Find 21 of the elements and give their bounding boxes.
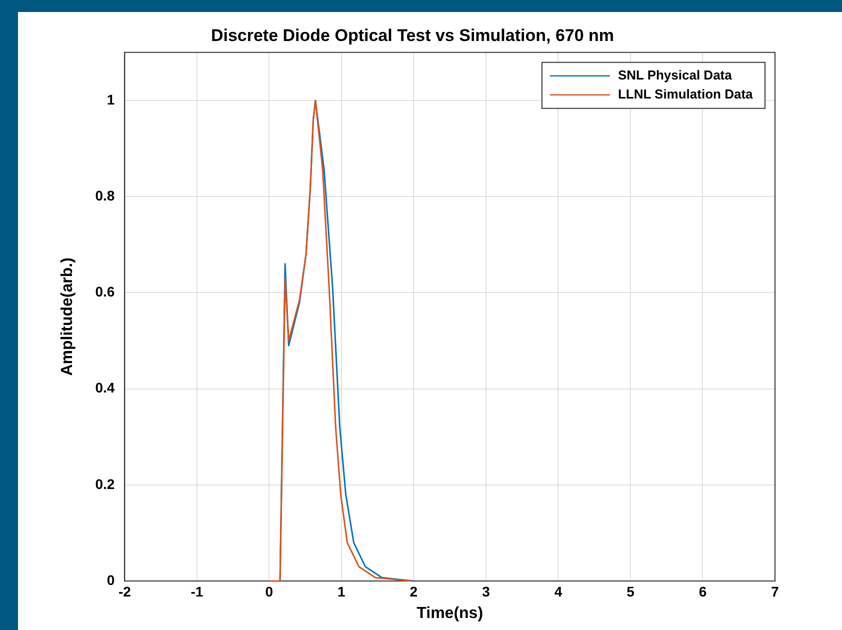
y-tick-label: 0.4	[95, 380, 115, 396]
y-tick-label: 0	[106, 572, 115, 588]
x-tick-label: 3	[482, 583, 490, 600]
x-tick-label: -2	[118, 583, 132, 600]
x-tick-label: -1	[190, 583, 204, 600]
x-tick-label: 2	[410, 583, 418, 600]
y-tick-label: 0.2	[95, 476, 115, 492]
x-tick-label: 1	[338, 583, 346, 600]
x-tick-label: 0	[265, 583, 274, 600]
y-tick-label: 0.8	[95, 187, 115, 204]
x-tick-label: 5	[626, 583, 635, 600]
y-tick-label: 1	[106, 91, 115, 108]
legend-label: LLNL Simulation Data	[618, 86, 754, 102]
legend-label: SNL Physical Data	[618, 67, 733, 82]
x-tick-label: 6	[698, 583, 707, 600]
y-tick-label: 0.6	[95, 284, 115, 300]
x-axis-title: Time(ns)	[416, 604, 484, 622]
chart-title: Discrete Diode Optical Test vs Simulation, 670 nm	[210, 26, 614, 45]
y-axis-title: Amplitude(arb.)	[59, 258, 76, 376]
x-tick-label: 7	[771, 583, 780, 600]
x-tick-label: 4	[554, 583, 562, 600]
